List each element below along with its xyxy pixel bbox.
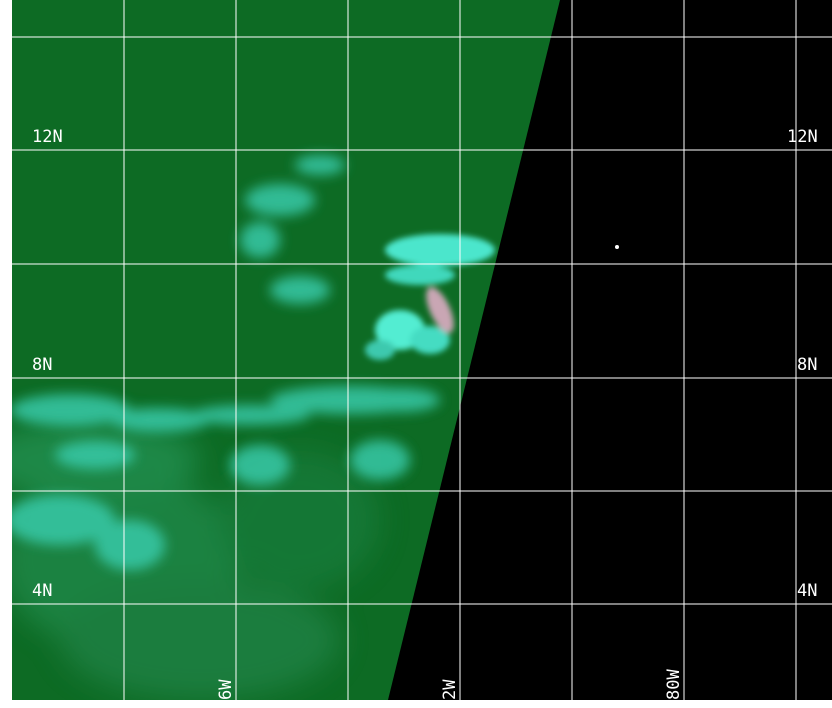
lat-label-right-4n: 4N bbox=[797, 581, 817, 601]
lat-label-left-12n: 12N bbox=[32, 127, 63, 147]
lat-label-left-8n: 8N bbox=[32, 355, 52, 375]
bottom-caption-strip bbox=[0, 700, 832, 708]
point-marker bbox=[615, 245, 619, 249]
lon-label-6w: 6W bbox=[216, 679, 236, 700]
storm-core bbox=[365, 234, 495, 360]
lat-label-right-12n: 12N bbox=[787, 127, 818, 147]
lon-label-80w: 80W bbox=[664, 669, 684, 700]
lat-label-right-8n: 8N bbox=[797, 355, 817, 375]
lat-lon-grid bbox=[12, 0, 832, 700]
lon-label-2w: 2W bbox=[440, 679, 460, 700]
lat-label-left-4n: 4N bbox=[32, 581, 52, 601]
